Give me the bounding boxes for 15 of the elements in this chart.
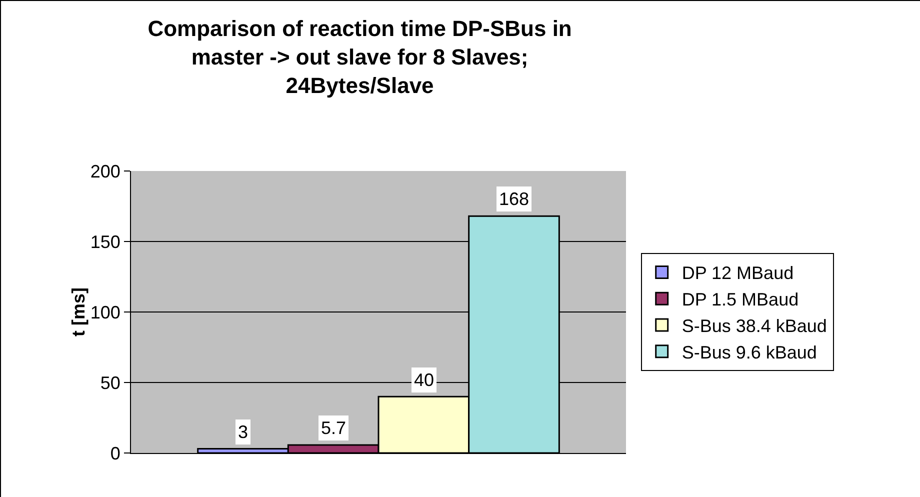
data-label: 40: [414, 370, 434, 390]
data-label: 168: [499, 189, 530, 209]
y-tick-label: 150: [90, 232, 120, 252]
y-tick-label: 0: [110, 443, 120, 464]
data-label: 5.7: [321, 418, 346, 438]
data-label: 3: [238, 422, 248, 442]
legend-label: DP 1.5 MBaud: [682, 290, 799, 310]
legend-label: S-Bus 38.4 kBaud: [682, 316, 827, 336]
chart-title: Comparison of reaction time DP-SBus in master -> out slave for 8 Slaves; 24Bytes/Slave: [148, 16, 572, 98]
y-tick-label: 200: [90, 161, 120, 182]
legend-label: DP 12 MBaud: [682, 263, 794, 284]
y-tick-label: 50: [100, 372, 120, 393]
y-tick-label: 100: [90, 302, 120, 322]
y-axis-title: t [ms]: [68, 288, 88, 336]
legend-label: S-Bus 9.6 kBaud: [682, 342, 817, 362]
